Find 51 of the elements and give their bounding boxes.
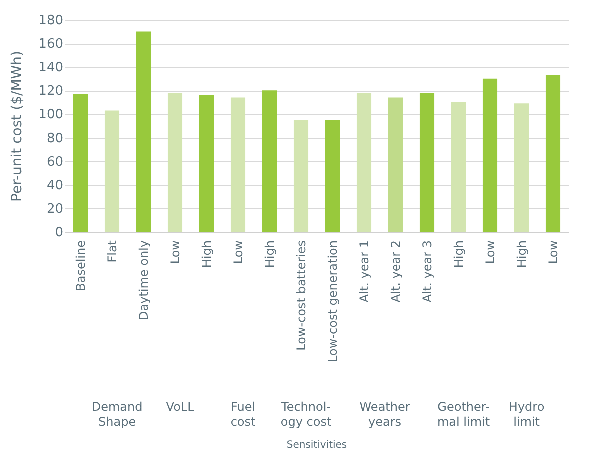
y-tick-label: 20: [46, 202, 64, 217]
bar: [262, 90, 278, 232]
bar: [294, 120, 309, 232]
y-tick-label: 120: [38, 84, 64, 100]
bar: [325, 120, 340, 232]
text: VoLL: [166, 400, 195, 414]
x-tick-label: Low: [546, 240, 560, 264]
bar: [230, 98, 246, 232]
x-tick-label: High: [262, 240, 277, 268]
y-tick-label: 180: [38, 14, 64, 28]
y-tick-label: 80: [46, 131, 64, 146]
text: Weather years: [360, 400, 410, 429]
y-tick-label: 0: [55, 226, 64, 240]
x-tick-label: Low: [483, 240, 498, 264]
y-tick-label: 100: [38, 108, 64, 123]
x-tick-label: Low-cost batteries: [294, 240, 308, 351]
bar: [388, 98, 404, 232]
bar: [482, 78, 498, 232]
bar: [514, 104, 530, 232]
text: Technol- ogy cost: [280, 400, 332, 429]
x-tick-label: Alt. year 3: [420, 240, 434, 303]
text: Demand Shape: [92, 400, 143, 429]
x-tick-label: Baseline: [74, 240, 88, 292]
bar: [546, 75, 561, 232]
x-tick-label: High: [514, 240, 529, 268]
x-tick-label: Daytime only: [136, 240, 151, 321]
y-tick-label: 140: [38, 60, 64, 76]
x-tick-label: High: [452, 240, 466, 268]
x-tick-label: Low: [231, 240, 246, 264]
bar: [199, 95, 214, 232]
x-tick-label: High: [200, 240, 214, 268]
x-tick-label: Alt. year 2: [388, 240, 403, 303]
bar: [104, 110, 120, 232]
bar: [168, 93, 183, 232]
x-tick-label: Low: [168, 240, 182, 264]
y-tick-label: 40: [46, 178, 64, 194]
x-tick-label: Alt. year 1: [357, 240, 372, 303]
bar: [73, 94, 88, 232]
text: Geother- mal limit: [437, 400, 490, 429]
y-axis-title: Per-unit cost ($/MWh): [10, 51, 26, 202]
y-tick-label: 60: [46, 154, 64, 170]
x-tick-label: Flat: [105, 240, 120, 263]
bar: [420, 93, 435, 232]
bar: [356, 93, 372, 232]
bar: [451, 102, 466, 232]
y-tick-label: 160: [38, 37, 64, 52]
text: Hydro limit: [508, 400, 545, 429]
bar: [136, 32, 152, 232]
text: Fuel cost: [230, 400, 256, 429]
x-tick-label: Low-cost generation: [326, 240, 340, 362]
text: Sensitivities: [286, 440, 348, 451]
